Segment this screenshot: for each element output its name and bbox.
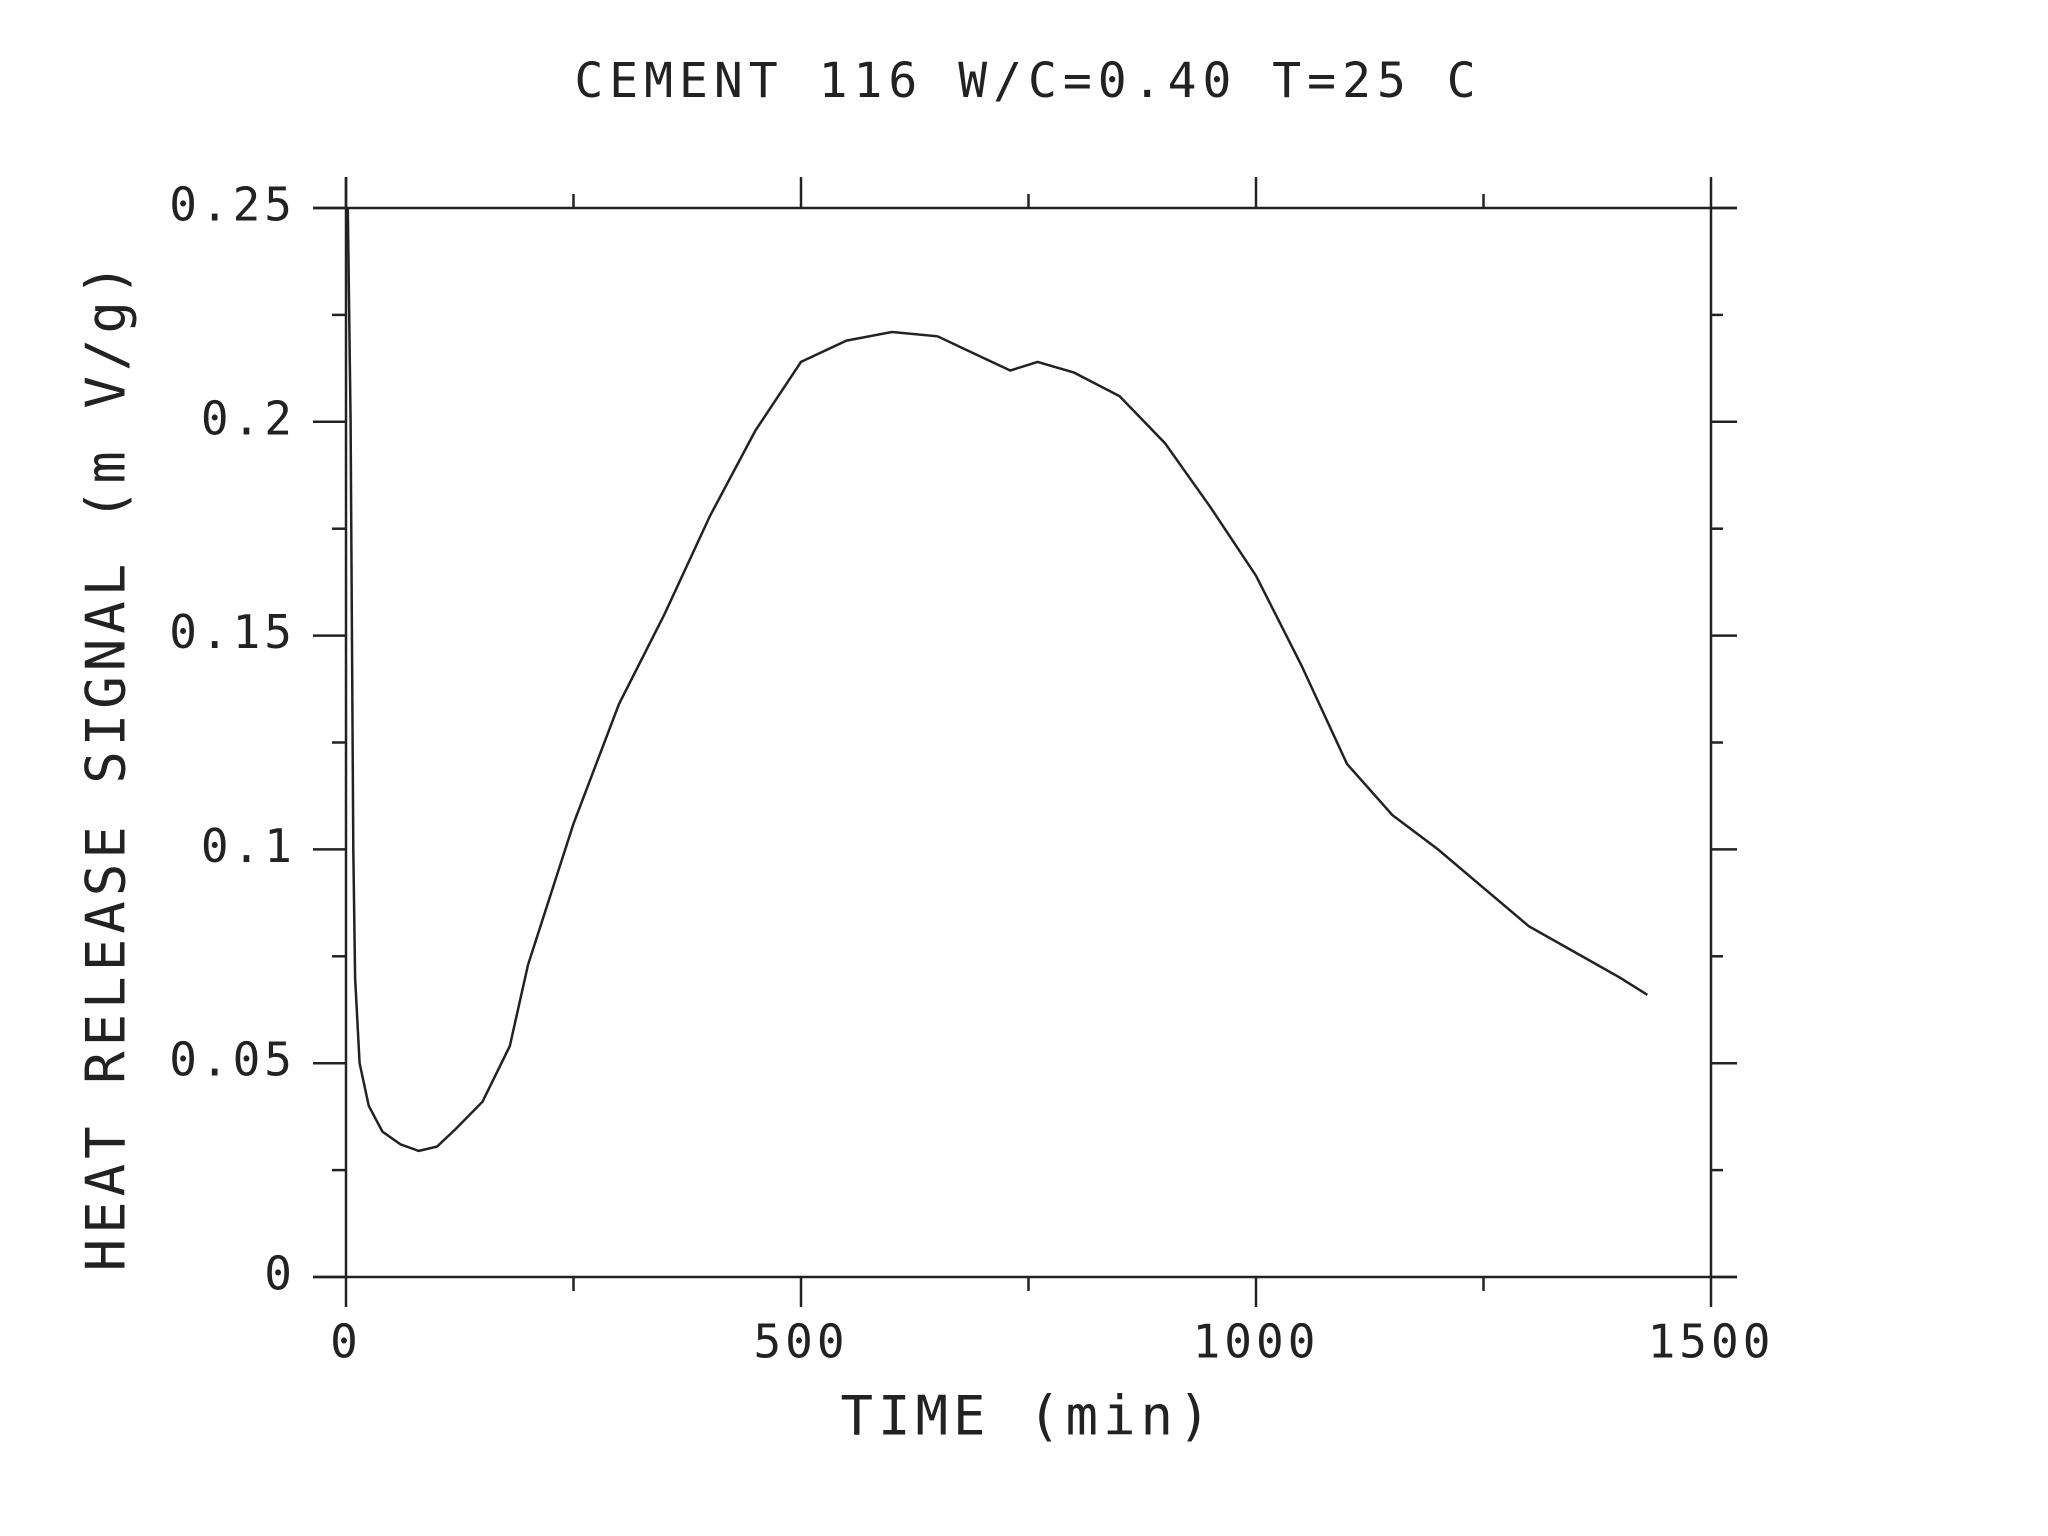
x-tick-label: 500 xyxy=(753,1315,848,1369)
x-tick-label: 1500 xyxy=(1648,1315,1775,1369)
y-tick-label: 0.05 xyxy=(169,1033,296,1087)
y-tick-label: 0.25 xyxy=(169,178,296,232)
x-tick-label: 1000 xyxy=(1193,1315,1320,1369)
y-tick-label: 0.2 xyxy=(201,391,296,445)
x-tick-label: 0 xyxy=(330,1315,362,1369)
x-axis-label: TIME (min) xyxy=(840,1385,1215,1448)
y-tick-label: 0.15 xyxy=(169,605,296,659)
chart-title: CEMENT 116 W/C=0.40 T=25 C xyxy=(574,53,1481,109)
data-line xyxy=(346,207,1648,1153)
y-tick-label: 0.1 xyxy=(201,819,296,873)
y-axis-label: HEAT RELEASE SIGNAL (m V/g) xyxy=(75,259,138,1272)
y-tick-label: 0 xyxy=(264,1247,296,1301)
